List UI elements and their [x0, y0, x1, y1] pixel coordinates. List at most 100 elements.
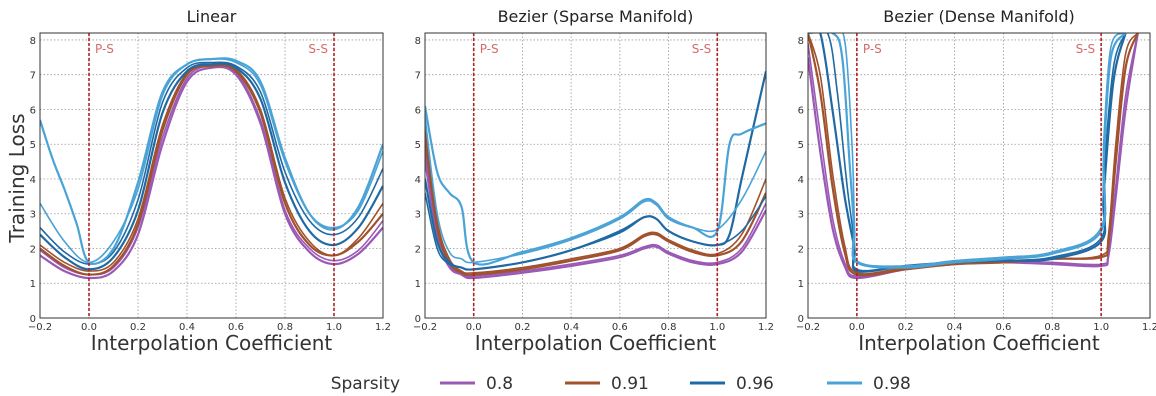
series-line-096 [425, 192, 766, 271]
panel-title: Bezier (Sparse Manifold) [498, 7, 694, 26]
y-tick-label: 8 [415, 36, 421, 47]
x-tick-label: 0.8 [277, 322, 293, 333]
x-tick-label: 0.8 [661, 322, 677, 333]
legend-title: Sparsity [331, 374, 400, 394]
x-axis-label: Interpolation Coefficient [475, 331, 717, 355]
x-tick-label: 0.6 [228, 322, 244, 333]
series-line-096 [40, 61, 383, 265]
panel-title: Linear [187, 7, 237, 26]
y-tick-label: 8 [30, 36, 36, 47]
x-tick-label: 0.0 [849, 322, 865, 333]
y-tick-label: 1 [798, 279, 804, 290]
x-tick-label: 1.2 [1142, 322, 1156, 333]
y-tick-label: 3 [798, 210, 804, 221]
series-group [808, 33, 1139, 280]
y-tick-label: 7 [30, 71, 36, 82]
series-line-096 [808, 33, 1127, 272]
x-tick-label: 0.4 [563, 322, 579, 333]
y-tick-label: 2 [415, 244, 421, 255]
y-axis-label: Training Loss [5, 113, 29, 243]
x-tick-label: 1.2 [375, 322, 391, 333]
y-tick-label: 4 [415, 175, 421, 186]
y-tick-label: 5 [798, 140, 804, 151]
marker-label: P-S [95, 42, 114, 56]
series-line-08 [425, 151, 766, 280]
x-tick-label: −0.2 [796, 322, 820, 333]
series-line-096 [808, 33, 1127, 273]
marker-label: P-S [863, 42, 882, 56]
series-line-08 [40, 64, 383, 276]
series-line-098 [40, 58, 383, 264]
series-line-098 [808, 33, 1127, 269]
y-tick-label: 8 [798, 36, 804, 47]
y-tick-label: 4 [30, 175, 36, 186]
x-tick-label: 0.2 [130, 322, 146, 333]
y-tick-label: 0 [30, 314, 36, 325]
series-group [425, 70, 766, 280]
x-tick-label: 0.2 [898, 322, 914, 333]
y-tick-label: 6 [415, 105, 421, 116]
y-tick-label: 6 [798, 105, 804, 116]
legend-label: 0.8 [486, 374, 513, 394]
y-tick-label: 4 [798, 175, 804, 186]
x-tick-label: −0.2 [413, 322, 437, 333]
series-line-098 [40, 57, 383, 265]
series-group [40, 57, 383, 280]
plot-frame [39, 32, 384, 319]
x-tick-label: −0.2 [28, 322, 52, 333]
series-line-098 [425, 105, 766, 266]
x-tick-label: 0.6 [995, 322, 1011, 333]
plot-frame [807, 32, 1151, 319]
y-tick-label: 5 [30, 140, 36, 151]
x-tick-label: 0.4 [179, 322, 195, 333]
x-tick-label: 0.6 [612, 322, 628, 333]
series-line-08 [425, 161, 766, 278]
series-line-08 [40, 65, 383, 280]
y-tick-label: 0 [798, 314, 804, 325]
series-line-096 [425, 70, 766, 271]
x-axis-label: Interpolation Coefficient [91, 331, 333, 355]
x-tick-label: 0.8 [1044, 322, 1060, 333]
x-axis-label: Interpolation Coefficient [858, 331, 1100, 355]
y-tick-label: 6 [30, 105, 36, 116]
series-line-098 [808, 33, 1127, 268]
legend: Sparsity 0.8 0.91 0.96 0.98 [331, 374, 911, 394]
series-line-098 [425, 116, 766, 264]
series-line-091 [808, 33, 1139, 277]
y-tick-label: 7 [798, 71, 804, 82]
x-tick-label: 1.2 [758, 322, 774, 333]
y-tick-label: 3 [30, 210, 36, 221]
series-line-091 [40, 64, 383, 272]
y-tick-label: 2 [30, 244, 36, 255]
series-line-096 [40, 62, 383, 271]
legend-label: 0.98 [873, 374, 911, 394]
x-tick-label: 1.0 [709, 322, 725, 333]
chart-panel-0: P-S S-S −0.2 0.0 0.2 0.4 0.6 0.8 1.0 1.2 0 1 2 3 4 5 6 7 8… [28, 7, 391, 355]
y-tick-label: 1 [30, 279, 36, 290]
y-tick-label: 7 [415, 71, 421, 82]
marker-label: S-S [692, 42, 712, 56]
marker-label: P-S [480, 42, 499, 56]
y-tick-label: 1 [415, 279, 421, 290]
plot-frame [424, 32, 767, 319]
x-tick-label: 0.2 [514, 322, 530, 333]
series-line-091 [40, 64, 383, 276]
marker-label: S-S [308, 42, 328, 56]
y-tick-label: 0 [415, 314, 421, 325]
legend-label: 0.96 [736, 374, 774, 394]
panel-title: Bezier (Dense Manifold) [883, 7, 1074, 26]
legend-label: 0.91 [611, 374, 649, 394]
x-tick-label: 0.4 [947, 322, 963, 333]
series-line-091 [425, 126, 766, 274]
y-tick-label: 5 [415, 140, 421, 151]
chart-panel-2: P-S S-S −0.2 0.0 0.2 0.4 0.6 0.8 1.0 1.2 0 1 2 3 4 5 6 7 8… [796, 7, 1156, 355]
x-tick-label: 1.0 [1093, 322, 1109, 333]
x-tick-label: 1.0 [326, 322, 342, 333]
y-tick-label: 2 [798, 244, 804, 255]
y-tick-label: 3 [415, 210, 421, 221]
x-tick-label: 0.0 [81, 322, 97, 333]
chart-panel-1: P-S S-S −0.2 0.0 0.2 0.4 0.6 0.8 1.0 1.2 0 1 2 3 4 5 6 7 8… [413, 7, 774, 355]
x-tick-label: 0.0 [466, 322, 482, 333]
